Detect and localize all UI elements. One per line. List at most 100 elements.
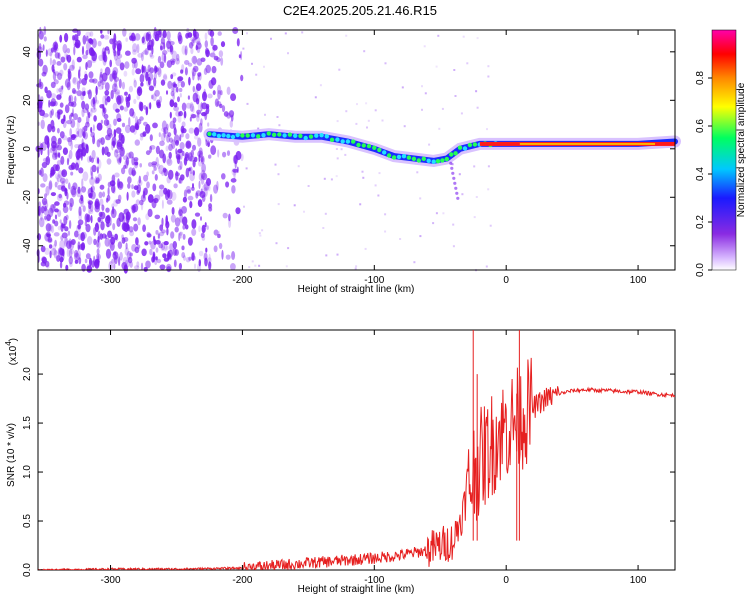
noise-blob [180,81,185,88]
noise-blob [161,217,164,227]
noise-blob [155,256,158,261]
noise-blob [96,220,100,231]
signal-dot [431,159,436,164]
noise-blob [161,199,164,209]
noise-blob [116,95,122,105]
x-tick-label: -300 [101,275,121,286]
noise-blob [68,220,72,229]
noise-blob [81,91,86,97]
noise-blob [62,147,68,155]
noise-dot [324,212,327,215]
noise-blob [104,90,110,96]
noise-blob [176,155,181,165]
signal-dot [421,156,426,161]
noise-blob [74,42,80,48]
noise-dot [487,165,490,168]
noise-blob [145,123,151,134]
noise-blob [171,50,178,61]
noise-blob [75,158,81,168]
noise-blob [198,180,201,190]
signal-tail-dot [453,181,457,185]
noise-blob [113,40,117,49]
noise-dot [287,52,289,55]
noise-blob [112,72,116,79]
noise-blob [85,49,89,56]
noise-dot [263,65,265,68]
noise-blob [74,259,79,264]
noise-blob [166,90,168,95]
noise-blob [102,95,106,106]
signal-dot [340,139,345,144]
noise-blob [48,207,54,218]
noise-blob [156,66,162,76]
noise-blob [190,113,195,119]
svg-text:(x104): (x104) [4,338,19,365]
y-tick-label: 1.0 [22,465,33,479]
noise-blob [63,215,68,226]
noise-dot [251,260,254,263]
noise-blob [57,52,61,60]
noise-blob [52,152,58,161]
noise-blob [57,127,60,134]
noise-blob [46,214,51,222]
noise-blob [197,263,202,273]
noise-blob [174,226,179,233]
noise-blob [183,189,188,198]
noise-blob [62,43,68,54]
signal-dot [351,139,356,144]
noise-blob [121,167,126,175]
noise-blob [184,67,188,76]
noise-blob [65,214,69,221]
noise-dot [355,265,358,268]
noise-blob [76,148,83,158]
noise-blob [204,32,208,41]
noise-blob [173,123,177,131]
noise-dot [276,116,279,118]
noise-blob [88,47,95,56]
noise-blob [175,148,178,155]
noise-blob [218,230,220,239]
noise-blob [184,60,190,65]
noise-blob [119,62,125,71]
noise-blob [139,199,144,206]
signal-dot [287,132,293,137]
noise-blob [94,259,100,269]
noise-blob [166,40,172,49]
noise-blob [38,82,42,87]
noise-blob [167,189,171,198]
noise-blob [52,69,56,74]
noise-blob [52,71,57,81]
noise-blob [101,146,105,156]
noise-blob [178,262,182,270]
noise-blob [89,257,92,267]
noise-blob [217,84,222,95]
noise-blob [86,156,91,163]
noise-blob [178,87,183,93]
noise-blob [54,239,57,247]
noise-blob [182,224,186,230]
noise-blob [97,216,102,223]
signal-dot [212,132,217,137]
noise-blob [200,216,202,221]
noise-blob [59,131,65,139]
noise-blob [43,26,47,36]
y-tick-label: 20 [22,94,33,106]
noise-blob [78,167,84,174]
noise-blob [158,189,164,197]
signal-strong-core [519,142,655,145]
noise-blob [55,142,60,149]
noise-blob [190,114,197,119]
noise-blob [207,142,210,147]
signal-tail-dot [454,186,458,190]
noise-blob [111,258,116,264]
noise-blob [90,170,94,180]
signal-dot [314,133,319,138]
noise-blob [80,199,84,208]
noise-blob [151,170,155,175]
noise-blob [40,183,46,188]
noise-dot [297,165,300,168]
noise-blob [121,134,125,144]
noise-blob [163,42,166,50]
noise-blob [143,187,148,196]
x-tick-label: -100 [364,575,384,586]
